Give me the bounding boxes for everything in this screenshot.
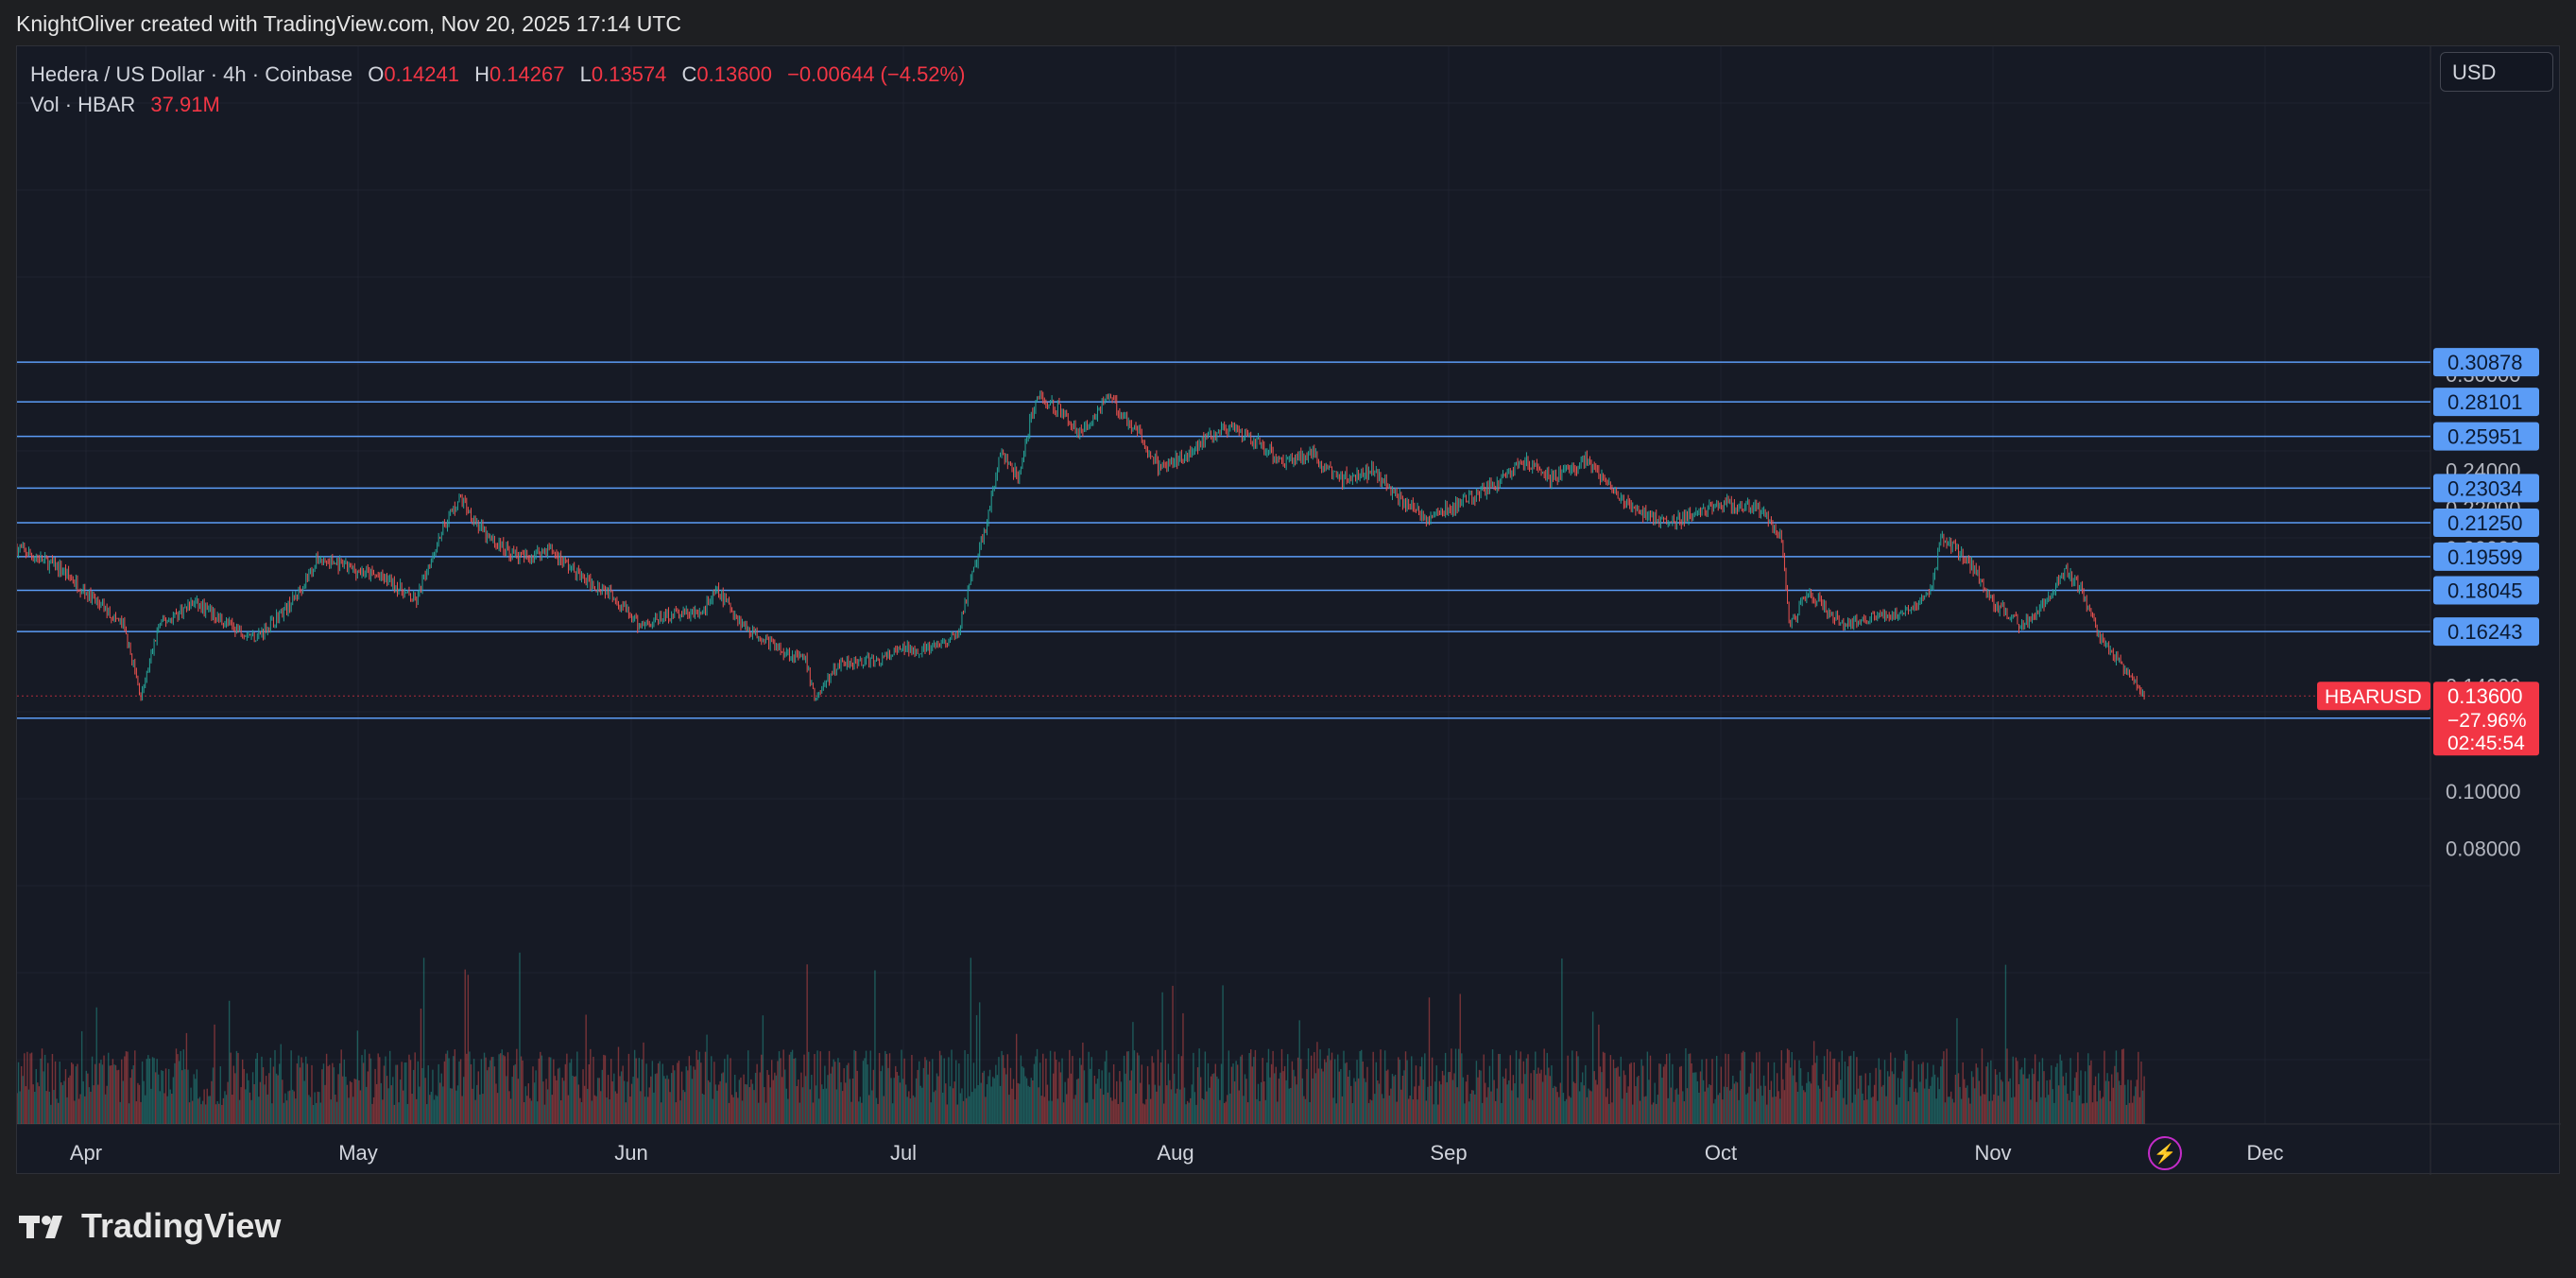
symbol-tag: HBARUSD — [2325, 686, 2422, 708]
level-label-box — [2433, 388, 2539, 417]
chart-attribution: KnightOliver created with TradingView.co… — [16, 11, 681, 36]
volume-legend-row: Vol · HBAR 37.91M — [30, 90, 965, 120]
level-label-box — [2433, 348, 2539, 377]
time-axis-tick-label: Aug — [1157, 1141, 1194, 1165]
time-axis-tick-label: May — [338, 1141, 378, 1165]
price-axis-tick-label: 0.10000 — [2446, 780, 2521, 803]
horizontal-levels — [17, 361, 2430, 719]
chart-frame[interactable]: 0.300000.240000.220000.200000.140000.100… — [16, 45, 2561, 1175]
symbol-description: Hedera / US Dollar · 4h · Coinbase — [30, 62, 353, 86]
tradingview-wordmark: TradingView — [81, 1206, 282, 1245]
price-chart[interactable]: 0.300000.240000.220000.200000.140000.100… — [17, 46, 2561, 1175]
flash-icon[interactable]: ⚡ — [2148, 1136, 2182, 1170]
time-axis-tick-label: Apr — [70, 1141, 102, 1165]
bar-countdown: 02:45:54 — [2447, 733, 2525, 754]
level-label-text: 0.23034 — [2447, 476, 2523, 500]
candlestick-series — [17, 390, 2145, 701]
close-label: C — [681, 62, 697, 86]
last-price-box — [2433, 682, 2539, 756]
volume-series — [17, 952, 2145, 1124]
level-label-box — [2433, 542, 2539, 571]
level-label-text: 0.16243 — [2447, 620, 2523, 644]
high-label: H — [474, 62, 489, 86]
change-value: −0.00644 (−4.52%) — [787, 62, 966, 86]
grid-lines — [17, 46, 2430, 1124]
low-label: L — [579, 62, 592, 86]
time-axis-tick-label: Nov — [1974, 1141, 2011, 1165]
open-label: O — [368, 62, 385, 86]
level-label-text: 0.18045 — [2447, 579, 2523, 603]
level-label-text: 0.19599 — [2447, 545, 2523, 569]
volume-value: 37.91M — [150, 93, 220, 116]
level-label-text: 0.28101 — [2447, 390, 2523, 414]
volume-label: Vol · HBAR — [30, 93, 136, 116]
level-label-text: 0.30878 — [2447, 351, 2523, 374]
time-axis-tick-label: Oct — [1705, 1141, 1737, 1165]
level-label-box — [2433, 576, 2539, 605]
level-label-box — [2433, 617, 2539, 647]
currency-selector-button[interactable]: USD — [2440, 52, 2553, 92]
tradingview-logo: TradingView — [19, 1206, 281, 1246]
level-label-box — [2433, 508, 2539, 537]
time-axis-ticks: Apr May Jun Jul Aug Sep Oct Nov Dec — [70, 1141, 2284, 1165]
open-value: 0.14241 — [384, 62, 459, 86]
last-price-tag: 0.13600−27.96%02:45:54 HBARUSD — [2317, 682, 2539, 756]
last-price-change: −27.96% — [2447, 710, 2527, 732]
high-value: 0.14267 — [489, 62, 565, 86]
close-value: 0.13600 — [696, 62, 772, 86]
chart-legend: Hedera / US Dollar · 4h · Coinbase O0.14… — [30, 60, 965, 120]
time-axis-tick-label: Dec — [2246, 1141, 2283, 1165]
level-label-box — [2433, 474, 2539, 503]
symbol-tag-box — [2317, 682, 2430, 711]
level-label-text: 0.25951 — [2447, 425, 2523, 449]
last-price-value: 0.13600 — [2447, 684, 2523, 708]
time-axis-tick-label: Sep — [1430, 1141, 1467, 1165]
level-label-box — [2433, 422, 2539, 451]
price-axis-tick-label: 0.08000 — [2446, 837, 2521, 860]
low-value: 0.13574 — [591, 62, 667, 86]
level-label-text: 0.21250 — [2447, 511, 2523, 535]
tradingview-logo-icon — [19, 1216, 62, 1238]
ohlc-legend-row: Hedera / US Dollar · 4h · Coinbase O0.14… — [30, 60, 965, 90]
time-axis-tick-label: Jul — [890, 1141, 917, 1165]
time-axis-tick-label: Jun — [614, 1141, 647, 1165]
